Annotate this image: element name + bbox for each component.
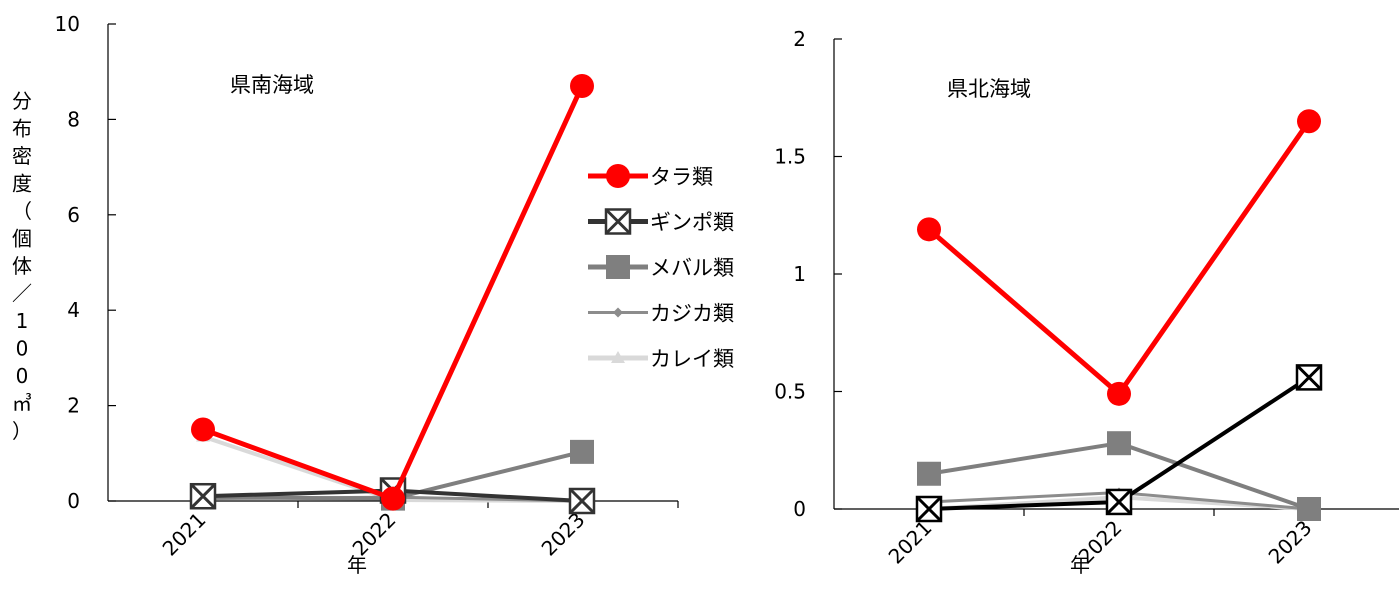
y-tick-label: 6 [67,203,80,227]
data-point [917,217,941,242]
legend-marker [604,208,632,235]
data-point [191,417,215,442]
series-タラ類 [917,109,1321,406]
chart-title: 県南海域 [230,73,314,97]
series-line [202,84,585,502]
data-point [1297,497,1321,521]
data-point [570,74,594,99]
data-point [381,486,405,511]
x-axis-label: 年 [1070,553,1090,577]
legend-marker [611,351,625,363]
data-point [1107,431,1131,456]
y-tick-label: 8 [67,107,80,131]
data-point [568,487,596,515]
series-タラ類 [191,74,594,511]
data-point [917,461,941,486]
x-tick-label: 2021 [158,508,211,561]
data-point [1297,109,1321,134]
legend-marker [606,164,630,188]
data-point [189,482,217,510]
legend-label: メバル類 [650,256,734,280]
y-tick-label: 2 [793,27,806,51]
x-tick-label: 2023 [1264,516,1317,569]
x-tick-label: 2021 [884,516,937,569]
legend-label: タラ類 [650,165,713,189]
data-point [1107,381,1131,406]
data-point [915,495,943,523]
series-ギンポ類 [915,364,1323,523]
y-tick-label: 2 [67,394,80,418]
legend-item: タラ類 [588,164,713,189]
y-tick-label: 10 [55,12,80,36]
legend-marker [606,255,630,279]
x-tick-label: 2023 [537,508,590,561]
legend-item: カジカ類 [588,302,734,326]
legend-label: カジカ類 [650,302,734,326]
y-axis-label: 分布密度（個体／ 1 0 0 ㎥） [12,89,32,443]
data-point [1295,364,1323,391]
legend-label: ギンポ類 [650,211,734,235]
y-tick-label: 1 [793,262,806,286]
y-tick-label: 0 [793,497,806,521]
legend-item: カレイ類 [588,347,734,371]
legend-item: メバル類 [588,255,734,280]
y-tick-label: 0 [67,489,80,513]
y-tick-label: 0.5 [774,380,806,404]
y-tick-label: 4 [67,298,80,322]
series-メバル類 [917,431,1321,521]
data-point [570,439,594,464]
x-axis-label: 年 [347,553,367,577]
legend-label: カレイ類 [650,347,734,371]
chart-title: 県北海域 [947,77,1031,101]
y-tick-label: 1.5 [774,145,806,169]
legend-marker [613,307,623,318]
data-point [1105,488,1133,516]
legend-item: ギンポ類 [588,208,734,235]
series-line [927,119,1312,397]
